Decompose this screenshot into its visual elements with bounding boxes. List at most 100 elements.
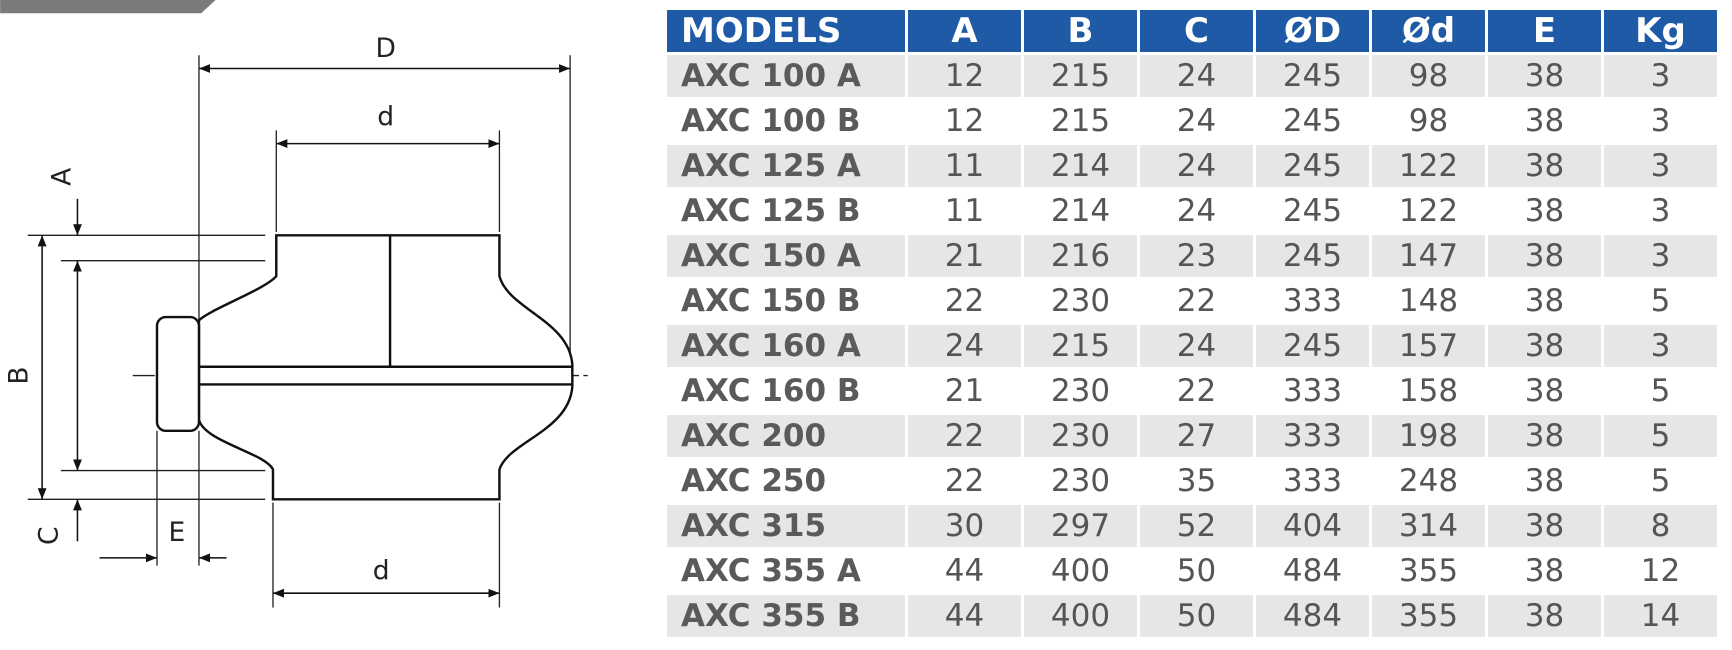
value-cell: 8 [1604, 505, 1717, 547]
value-cell: 30 [908, 505, 1021, 547]
value-cell: 23 [1140, 235, 1253, 277]
value-cell: 400 [1024, 595, 1137, 637]
value-cell: 245 [1256, 145, 1369, 187]
value-cell: 14 [1604, 595, 1717, 637]
value-cell: 44 [944, 553, 985, 589]
value-cell: 50 [1140, 595, 1253, 637]
value-cell: 38 [1488, 55, 1601, 97]
dim-label: B [4, 366, 35, 384]
value-cell: 22 [944, 463, 985, 499]
table-row: AXC 160 A 24 215 24 245 157 38 3 [667, 325, 1717, 367]
dimension-arrows [37, 64, 571, 598]
value-cell: 21 [908, 235, 1021, 277]
value-cell: 122 [1372, 145, 1485, 187]
value-cell: 230 [1050, 283, 1111, 319]
value-cell: 52 [1140, 505, 1253, 547]
value-cell: 297 [1024, 505, 1137, 547]
value-cell: 3 [1650, 193, 1671, 229]
model-cell: AXC 200 [667, 415, 905, 457]
value-cell: 12 [944, 103, 985, 139]
corner-bar [0, 0, 216, 14]
value-cell: 248 [1398, 463, 1459, 499]
value-cell: 5 [1604, 415, 1717, 457]
model-cell: AXC 160 B [681, 373, 861, 409]
dim-label: d [377, 102, 394, 133]
dim-label: A [47, 168, 78, 186]
value-cell: 98 [1372, 55, 1485, 97]
value-cell: 3 [1604, 55, 1717, 97]
table-row: AXC 100 A 12 215 24 245 98 38 3 [667, 55, 1717, 97]
model-cell: AXC 315 [667, 505, 905, 547]
value-cell: 22 [944, 283, 985, 319]
value-cell: 5 [1650, 373, 1671, 409]
dimension-diagram: D d A B C E d [0, 0, 592, 608]
value-cell: 158 [1398, 373, 1459, 409]
value-cell: 22 [908, 415, 1021, 457]
value-cell: 3 [1650, 103, 1671, 139]
header-row: MODELS A B C ØD Ød E Kg [667, 10, 1717, 52]
model-cell: AXC 125 A [667, 145, 905, 187]
value-cell: 215 [1024, 325, 1137, 367]
model-cell: AXC 100 A [667, 55, 905, 97]
value-cell: 38 [1488, 595, 1601, 637]
table-row: AXC 315 30 297 52 404 314 38 8 [667, 505, 1717, 547]
header-cell: Kg [1604, 10, 1717, 52]
value-cell: 38 [1524, 193, 1565, 229]
value-cell: 38 [1488, 325, 1601, 367]
value-cell: 245 [1256, 325, 1369, 367]
value-cell: 3 [1604, 145, 1717, 187]
model-cell: AXC 355 A [681, 553, 861, 589]
dim-label: C [33, 526, 64, 545]
dim-label: D [375, 33, 395, 64]
value-cell: 35 [1176, 463, 1217, 499]
value-cell: 333 [1282, 373, 1343, 409]
model-cell: AXC 355 B [667, 595, 905, 637]
fan-outline [155, 234, 574, 501]
value-cell: 38 [1524, 103, 1565, 139]
value-cell: 24 [1176, 103, 1217, 139]
value-cell: 355 [1398, 553, 1459, 589]
value-cell: 98 [1408, 103, 1449, 139]
value-cell: 245 [1282, 103, 1343, 139]
dim-label: E [168, 517, 185, 548]
value-cell: 38 [1524, 373, 1565, 409]
table-row: AXC 355 A 44 400 50 484 355 38 12 [667, 550, 1717, 592]
table-row: AXC 160 B 21 230 22 333 158 38 5 [667, 370, 1717, 412]
table-row: AXC 150 A 21 216 23 245 147 38 3 [667, 235, 1717, 277]
header-cell: C [1140, 10, 1253, 52]
value-cell: 22 [1176, 373, 1217, 409]
value-cell: 27 [1140, 415, 1253, 457]
table-row: AXC 200 22 230 27 333 198 38 5 [667, 415, 1717, 457]
spec-table: MODELS A B C ØD Ød E Kg AXC 100 A 12 215 24 245 98 38 3… [664, 7, 1720, 640]
table-row: AXC 125 A 11 214 24 245 122 38 3 [667, 145, 1717, 187]
dim-label: d [373, 556, 390, 587]
value-cell: 355 [1372, 595, 1485, 637]
header-cell: Ød [1372, 10, 1485, 52]
header-cell: B [1024, 10, 1137, 52]
model-cell: AXC 100 B [681, 103, 861, 139]
model-cell: AXC 160 A [667, 325, 905, 367]
value-cell: 50 [1176, 553, 1217, 589]
value-cell: 484 [1282, 553, 1343, 589]
value-cell: 5 [1650, 283, 1671, 319]
value-cell: 147 [1372, 235, 1485, 277]
value-cell: 3 [1604, 325, 1717, 367]
value-cell: 3 [1604, 235, 1717, 277]
value-cell: 245 [1282, 193, 1343, 229]
value-cell: 333 [1282, 463, 1343, 499]
value-cell: 333 [1282, 283, 1343, 319]
value-cell: 400 [1050, 553, 1111, 589]
value-cell: 230 [1050, 373, 1111, 409]
value-cell: 24 [1176, 193, 1217, 229]
value-cell: 38 [1524, 283, 1565, 319]
table-row: AXC 150 B 22 230 22 333 148 38 5 [667, 280, 1717, 322]
header-cell: A [908, 10, 1021, 52]
value-cell: 148 [1398, 283, 1459, 319]
value-cell: 24 [1140, 325, 1253, 367]
table-row: AXC 355 B 44 400 50 484 355 38 14 [667, 595, 1717, 637]
value-cell: 11 [944, 193, 985, 229]
table-row: AXC 100 B 12 215 24 245 98 38 3 [667, 100, 1717, 142]
value-cell: 245 [1256, 235, 1369, 277]
value-cell: 214 [1050, 193, 1111, 229]
value-cell: 484 [1256, 595, 1369, 637]
